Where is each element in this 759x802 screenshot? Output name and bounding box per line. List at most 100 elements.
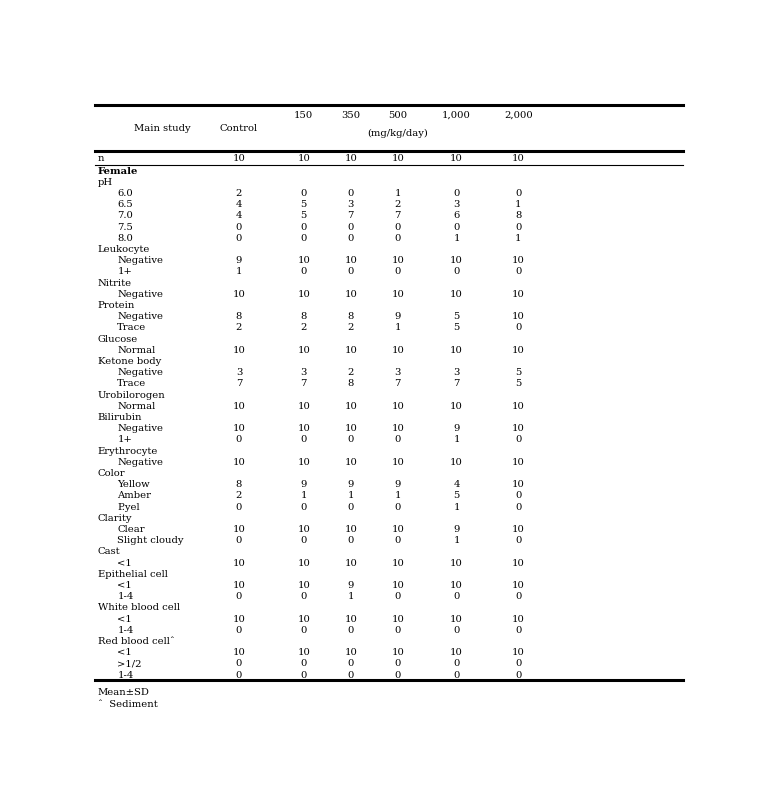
Text: 0: 0 — [395, 658, 401, 667]
Text: 10: 10 — [392, 647, 405, 656]
Text: 10: 10 — [392, 558, 405, 567]
Text: Control: Control — [220, 124, 258, 133]
Text: 2: 2 — [236, 188, 242, 198]
Text: White blood cell: White blood cell — [98, 602, 180, 612]
Text: 9: 9 — [348, 581, 354, 589]
Text: 10: 10 — [512, 312, 524, 321]
Text: 150: 150 — [294, 111, 313, 119]
Text: 10: 10 — [450, 581, 463, 589]
Text: 4: 4 — [236, 211, 242, 221]
Text: 10: 10 — [298, 525, 310, 533]
Text: Negative: Negative — [117, 457, 163, 466]
Text: 9: 9 — [236, 256, 242, 265]
Text: 1: 1 — [395, 188, 401, 198]
Text: 5: 5 — [301, 211, 307, 221]
Text: Trace: Trace — [117, 323, 146, 332]
Text: 0: 0 — [301, 222, 307, 232]
Text: 10: 10 — [450, 457, 463, 466]
Text: 10: 10 — [345, 290, 357, 298]
Text: Negative: Negative — [117, 256, 163, 265]
Text: n: n — [98, 154, 104, 163]
Text: 1: 1 — [453, 536, 460, 545]
Text: 0: 0 — [515, 591, 521, 601]
Text: 1+: 1+ — [117, 267, 132, 276]
Text: Ketone body: Ketone body — [98, 357, 161, 366]
Text: 10: 10 — [298, 581, 310, 589]
Text: 10: 10 — [345, 614, 357, 623]
Text: 7.0: 7.0 — [117, 211, 133, 221]
Text: 1+: 1+ — [117, 435, 132, 444]
Text: 10: 10 — [345, 525, 357, 533]
Text: 8: 8 — [515, 211, 521, 221]
Text: 7: 7 — [236, 379, 242, 388]
Text: 10: 10 — [450, 401, 463, 411]
Text: 0: 0 — [348, 502, 354, 511]
Text: 10: 10 — [392, 457, 405, 466]
Text: 2: 2 — [236, 491, 242, 500]
Text: 9: 9 — [395, 312, 401, 321]
Text: 0: 0 — [515, 502, 521, 511]
Text: 10: 10 — [512, 423, 524, 433]
Text: 2: 2 — [348, 323, 354, 332]
Text: 7: 7 — [348, 211, 354, 221]
Text: 8: 8 — [348, 379, 354, 388]
Text: 10: 10 — [232, 423, 245, 433]
Text: 10: 10 — [232, 154, 245, 163]
Text: 0: 0 — [395, 670, 401, 678]
Text: <1: <1 — [117, 614, 132, 623]
Text: Mean±SD: Mean±SD — [98, 687, 150, 696]
Text: 0: 0 — [236, 502, 242, 511]
Text: Yellow: Yellow — [117, 480, 150, 488]
Text: 0: 0 — [236, 658, 242, 667]
Text: Epithelial cell: Epithelial cell — [98, 569, 168, 578]
Text: <1: <1 — [117, 581, 132, 589]
Text: 3: 3 — [348, 200, 354, 209]
Text: 0: 0 — [236, 233, 242, 242]
Text: 0: 0 — [301, 435, 307, 444]
Text: 10: 10 — [450, 614, 463, 623]
Text: 0: 0 — [348, 625, 354, 634]
Text: 0: 0 — [395, 536, 401, 545]
Text: 3: 3 — [453, 368, 460, 377]
Text: 0: 0 — [301, 670, 307, 678]
Text: 0: 0 — [395, 233, 401, 242]
Text: 0: 0 — [453, 625, 460, 634]
Text: 5: 5 — [453, 491, 460, 500]
Text: 10: 10 — [298, 457, 310, 466]
Text: 10: 10 — [232, 401, 245, 411]
Text: 1: 1 — [301, 491, 307, 500]
Text: 10: 10 — [298, 558, 310, 567]
Text: 0: 0 — [453, 222, 460, 232]
Text: 10: 10 — [345, 256, 357, 265]
Text: Main study: Main study — [134, 124, 191, 133]
Text: 10: 10 — [345, 647, 357, 656]
Text: 10: 10 — [232, 647, 245, 656]
Text: 9: 9 — [453, 525, 460, 533]
Text: 0: 0 — [236, 222, 242, 232]
Text: 0: 0 — [515, 323, 521, 332]
Text: 10: 10 — [450, 290, 463, 298]
Text: 10: 10 — [392, 423, 405, 433]
Text: 10: 10 — [232, 525, 245, 533]
Text: <1: <1 — [117, 558, 132, 567]
Text: 10: 10 — [450, 256, 463, 265]
Text: Nitrite: Nitrite — [98, 278, 132, 287]
Text: 1,000: 1,000 — [442, 111, 471, 119]
Text: 10: 10 — [512, 154, 524, 163]
Text: 6.5: 6.5 — [117, 200, 133, 209]
Text: 0: 0 — [236, 670, 242, 678]
Text: 0: 0 — [236, 435, 242, 444]
Text: 2: 2 — [236, 323, 242, 332]
Text: 0: 0 — [348, 658, 354, 667]
Text: 0: 0 — [515, 491, 521, 500]
Text: 3: 3 — [236, 368, 242, 377]
Text: Normal: Normal — [117, 401, 156, 411]
Text: 500: 500 — [389, 111, 408, 119]
Text: (mg/kg/day): (mg/kg/day) — [367, 129, 428, 138]
Text: 0: 0 — [515, 536, 521, 545]
Text: 10: 10 — [298, 614, 310, 623]
Text: 0: 0 — [515, 188, 521, 198]
Text: 0: 0 — [453, 267, 460, 276]
Text: 10: 10 — [512, 647, 524, 656]
Text: 10: 10 — [512, 256, 524, 265]
